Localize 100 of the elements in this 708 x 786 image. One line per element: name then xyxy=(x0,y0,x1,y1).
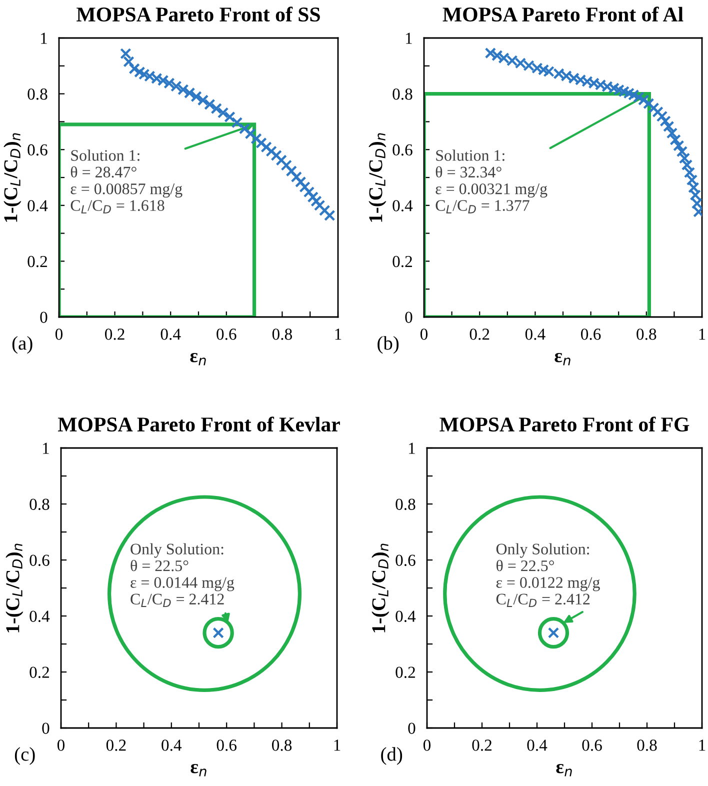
x-tick-label: 0 xyxy=(55,328,63,340)
point xyxy=(299,181,310,193)
text: (b) xyxy=(378,336,399,354)
point xyxy=(266,146,277,157)
chart-title: MOPSA Pareto Front of Kevlar xyxy=(58,416,340,432)
y-tick-label: 0.6 xyxy=(392,144,412,156)
point xyxy=(310,196,322,207)
x-axis-title: ε$_{n}$ xyxy=(556,764,572,776)
y-tick-label: 0.8 xyxy=(28,88,48,100)
y-tick-label: 0.6 xyxy=(30,554,50,566)
y-tick-label: 0 xyxy=(42,722,50,734)
x-tick-label: 0 xyxy=(423,740,431,751)
chart-title: MOPSA Pareto Front of FG xyxy=(440,416,690,432)
y-tick-label: 0.4 xyxy=(30,610,50,622)
x-tick-label: 0.6 xyxy=(216,740,237,751)
y-tick-label: 0.8 xyxy=(30,498,50,510)
y-tick-label: 0.2 xyxy=(30,666,49,678)
x-tick-label: 1 xyxy=(334,740,340,751)
x-axis-title: ε$_{n}$ xyxy=(190,352,206,366)
y-tick-label: 0 xyxy=(405,312,412,323)
point xyxy=(688,182,700,194)
point xyxy=(120,48,132,60)
annotation: Solution 1: θ = 32.34° ε = 0.00321 mg/g C$_{L}$/C$_{D}$ = 1.377 xyxy=(436,150,548,214)
point xyxy=(686,174,698,186)
x-tick-label: 0.2 xyxy=(105,328,124,340)
x-axis-title: ε$_{n}$ xyxy=(190,764,206,776)
x-tick-label: 0.4 xyxy=(525,328,546,340)
x-tick-label: 0.8 xyxy=(636,328,656,340)
point xyxy=(643,98,654,110)
annotation: Only Solution: θ = 22.5° ε = 0.0144 mg/g C$_{L}$/C$_{D}$ = 2.412 xyxy=(130,543,234,607)
y-tick-label: 1 xyxy=(43,442,49,454)
y-tick-label: 1 xyxy=(409,442,415,454)
point xyxy=(652,106,664,118)
point xyxy=(307,191,318,203)
chart-title: MOPSA Pareto Front of SS xyxy=(76,6,320,22)
point xyxy=(290,171,302,183)
point xyxy=(303,186,315,198)
point xyxy=(224,111,236,123)
x-tick-label: 0 xyxy=(57,740,65,751)
x-tick-label: 1 xyxy=(335,328,342,340)
point xyxy=(663,120,674,132)
point xyxy=(123,56,134,68)
annotation: Solution 1: θ = 28.47° ε = 0.00857 mg/g C$_{L}$/C$_{D}$ = 1.618 xyxy=(70,150,182,214)
y-tick-label: 1 xyxy=(406,32,412,44)
x-tick-label: 0.4 xyxy=(160,328,181,340)
x-tick-label: 0 xyxy=(420,328,428,340)
point xyxy=(231,116,243,128)
x-tick-label: 0.8 xyxy=(272,740,292,751)
x-tick-label: 0.2 xyxy=(470,328,490,340)
x-tick-label: 0.6 xyxy=(582,740,602,751)
x-tick-label: 0.4 xyxy=(162,740,182,751)
x-tick-label: 0.2 xyxy=(472,740,492,751)
point xyxy=(684,166,696,178)
point xyxy=(210,102,222,114)
y-axis-title: 1-(C$_{L}$/C$_{D}$)$_{n}$ xyxy=(6,544,24,632)
x-tick-label: 0.2 xyxy=(106,740,126,751)
point xyxy=(280,160,292,171)
annotation: Only Solution: θ = 22.5° ε = 0.0122 mg/g C$_{L}$/C$_{D}$ = 2.412 xyxy=(496,543,600,607)
y-tick-label: 0.8 xyxy=(396,498,416,510)
point xyxy=(244,128,256,140)
x-tick-label: 1 xyxy=(699,328,706,340)
x-tick-label: 1 xyxy=(699,740,706,751)
point xyxy=(681,159,693,171)
y-tick-label: 0.2 xyxy=(28,256,47,268)
point xyxy=(691,198,702,210)
point xyxy=(270,150,282,162)
point xyxy=(638,94,650,106)
point xyxy=(197,94,209,106)
point xyxy=(286,165,298,177)
point xyxy=(128,63,140,74)
text: (c) xyxy=(14,747,35,765)
text: (d) xyxy=(381,747,402,765)
point xyxy=(295,176,306,188)
x-tick-label: 0.8 xyxy=(637,740,657,751)
point xyxy=(184,87,196,99)
y-axis-title: 1-(C$_{L}$/C$_{D}$)$_{n}$ xyxy=(368,133,386,222)
point xyxy=(670,134,681,146)
point xyxy=(660,116,671,127)
y-axis-title: 1-(C$_{L}$/C$_{D}$)$_{n}$ xyxy=(4,133,22,222)
point xyxy=(676,146,688,158)
point xyxy=(648,102,660,114)
y-tick-label: 0.4 xyxy=(28,200,48,212)
point xyxy=(204,98,216,110)
x-tick-label: 0.8 xyxy=(272,328,292,340)
y-tick-label: 0.6 xyxy=(396,554,416,566)
chart-title: MOPSA Pareto Front of Al xyxy=(442,6,684,22)
point xyxy=(276,154,287,166)
y-tick-label: 0.4 xyxy=(396,610,416,622)
point xyxy=(314,200,326,212)
point xyxy=(260,141,272,153)
point xyxy=(134,66,146,78)
y-tick-label: 1 xyxy=(41,32,47,44)
point xyxy=(238,123,250,134)
point xyxy=(256,137,267,149)
y-tick-label: 0 xyxy=(40,312,48,323)
x-tick-label: 0.6 xyxy=(581,328,601,340)
y-tick-label: 0.4 xyxy=(392,200,413,212)
y-tick-label: 0.8 xyxy=(392,88,412,100)
y-axis-title: 1-(C$_{L}$/C$_{D}$)$_{n}$ xyxy=(372,544,390,632)
point xyxy=(250,133,262,144)
